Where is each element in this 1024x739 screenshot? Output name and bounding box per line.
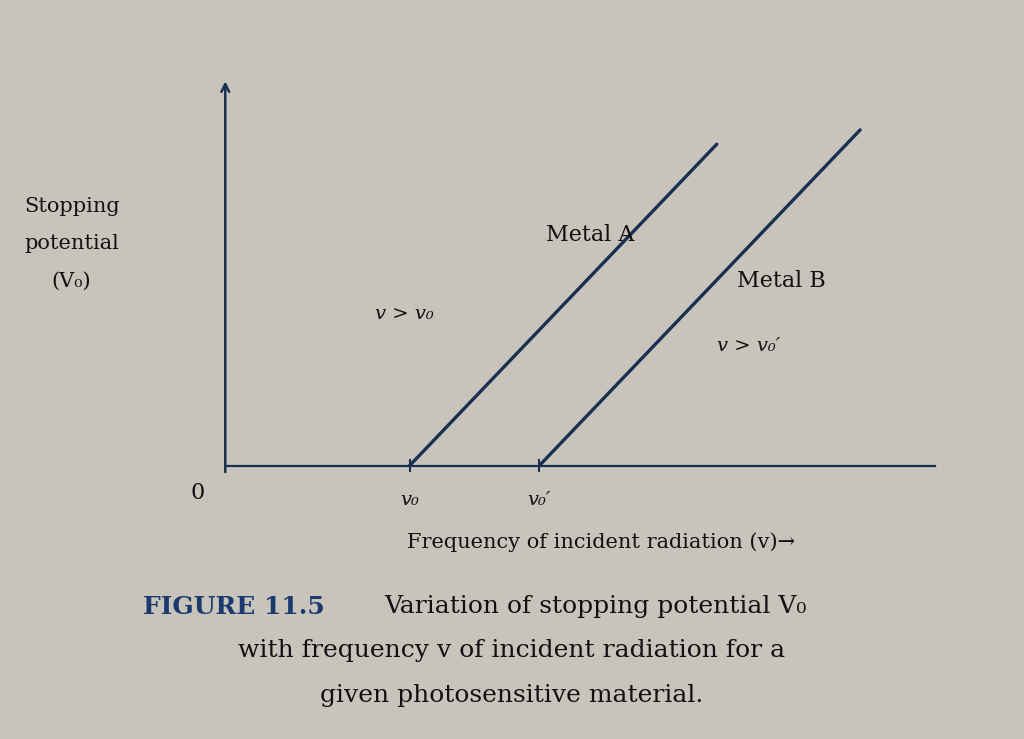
Text: given photosensitive material.: given photosensitive material.: [321, 684, 703, 706]
Text: with frequency v of incident radiation for a: with frequency v of incident radiation f…: [239, 639, 785, 662]
Text: FIGURE 11.5: FIGURE 11.5: [143, 595, 325, 619]
Text: Frequency of incident radiation (v)→: Frequency of incident radiation (v)→: [407, 533, 795, 552]
Text: Stopping: Stopping: [24, 197, 120, 217]
Text: v > v₀′: v > v₀′: [717, 337, 780, 355]
Text: Metal B: Metal B: [737, 270, 826, 293]
Text: v₀: v₀: [400, 491, 419, 509]
Text: Variation of stopping potential V₀: Variation of stopping potential V₀: [384, 595, 806, 618]
Text: v₀′: v₀′: [527, 491, 551, 509]
Text: v > v₀: v > v₀: [376, 304, 434, 322]
Text: potential: potential: [25, 234, 119, 253]
Text: 0: 0: [190, 482, 205, 504]
Text: Metal A: Metal A: [546, 224, 635, 246]
Text: (V₀): (V₀): [52, 271, 91, 290]
